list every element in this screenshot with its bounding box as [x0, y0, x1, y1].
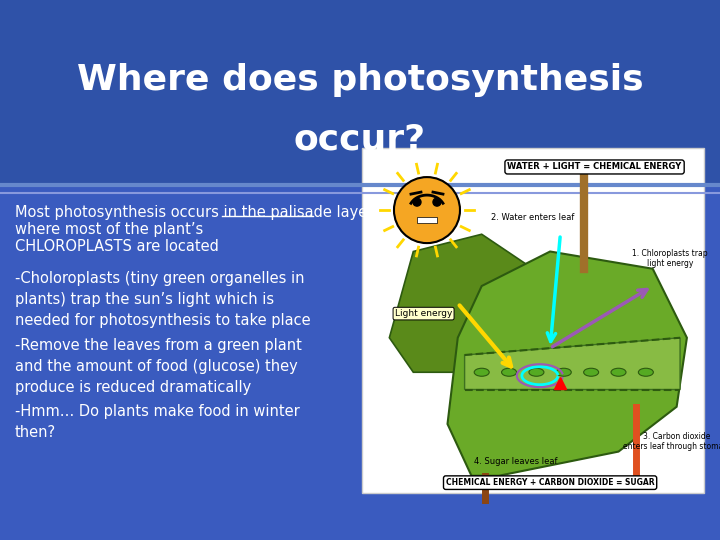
- Ellipse shape: [529, 368, 544, 376]
- Ellipse shape: [557, 368, 571, 376]
- Ellipse shape: [502, 368, 516, 376]
- Bar: [0, 0, 720, 185]
- Ellipse shape: [584, 368, 598, 376]
- Polygon shape: [448, 252, 687, 476]
- Text: -Hmm… Do plants make food in winter
then?: -Hmm… Do plants make food in winter then…: [15, 404, 300, 440]
- Text: 4. Sugar leaves leaf: 4. Sugar leaves leaf: [474, 457, 558, 467]
- Circle shape: [433, 198, 441, 206]
- Ellipse shape: [611, 368, 626, 376]
- Circle shape: [413, 198, 421, 206]
- Ellipse shape: [474, 368, 489, 376]
- Text: CHEMICAL ENERGY + CARBON DIOXIDE = SUGAR: CHEMICAL ENERGY + CARBON DIOXIDE = SUGAR: [446, 478, 654, 487]
- Text: -Choloroplasts (tiny green organelles in
plants) trap the sun’s light which is
n: -Choloroplasts (tiny green organelles in…: [15, 272, 310, 328]
- Text: 2. Water enters leaf: 2. Water enters leaf: [491, 213, 575, 221]
- Text: Most photosynthesis occurs in the palisade layer of the leaf because that is: Most photosynthesis occurs in the palisa…: [15, 205, 570, 220]
- Text: WATER + LIGHT = CHEMICAL ENERGY: WATER + LIGHT = CHEMICAL ENERGY: [508, 163, 682, 172]
- Text: 1. Chloroplasts trap
light energy: 1. Chloroplasts trap light energy: [632, 249, 708, 268]
- Text: occur?: occur?: [294, 123, 426, 157]
- Circle shape: [394, 177, 460, 243]
- Text: Light energy: Light energy: [395, 309, 452, 318]
- Ellipse shape: [639, 368, 653, 376]
- Bar: [362, 148, 704, 493]
- Bar: [417, 217, 437, 223]
- Polygon shape: [390, 234, 533, 372]
- Text: CHLOROPLASTS are located: CHLOROPLASTS are located: [15, 239, 219, 254]
- Polygon shape: [464, 338, 680, 389]
- Text: 3. Carbon dioxide
enters leaf through stomata: 3. Carbon dioxide enters leaf through st…: [623, 431, 720, 451]
- Text: where most of the plant’s: where most of the plant’s: [15, 222, 203, 237]
- Text: -Remove the leaves from a green plant
and the amount of food (glucose) they
prod: -Remove the leaves from a green plant an…: [15, 338, 302, 395]
- Text: Where does photosynthesis: Where does photosynthesis: [77, 63, 643, 97]
